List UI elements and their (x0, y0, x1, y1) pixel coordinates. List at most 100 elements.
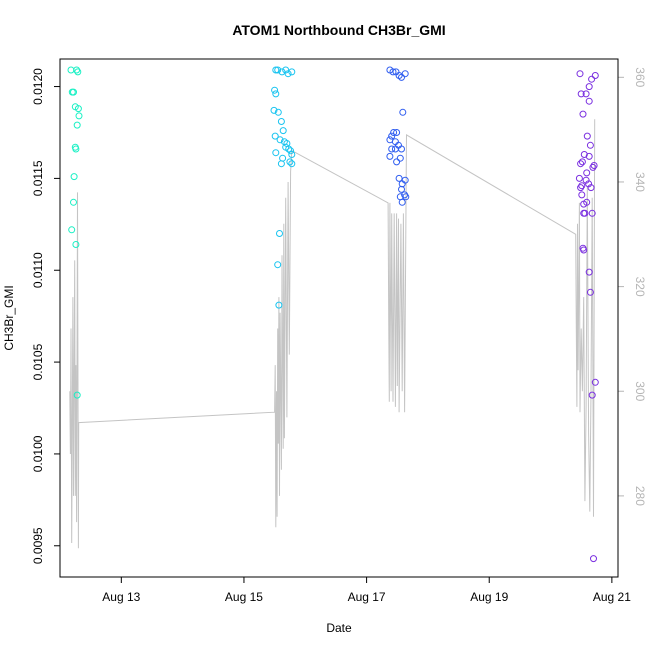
data-point-series-2 (276, 136, 284, 144)
data-point-series-3 (389, 68, 397, 76)
data-point-series-2 (276, 230, 283, 237)
data-point-series-3 (393, 158, 401, 166)
x-axis-label: Date (326, 621, 352, 635)
data-point-series-1 (74, 105, 82, 113)
data-point-series-3 (395, 174, 403, 182)
data-point-series-4 (577, 90, 585, 98)
data-point-series-3 (398, 198, 406, 206)
data-point-series-2 (272, 90, 280, 98)
data-point-series-2 (278, 68, 286, 76)
data-point-series-2 (272, 66, 280, 74)
data-point-series-4 (589, 163, 597, 171)
data-point-series-4 (590, 162, 598, 169)
y-axis-label: CH3Br_GMI (2, 285, 16, 350)
x-tick-label: Aug 17 (348, 590, 386, 604)
data-point-series-4 (576, 70, 584, 78)
data-point-series-4 (581, 209, 589, 217)
data-point-series-3 (393, 129, 401, 136)
y2-tick-label: 360 (633, 67, 647, 87)
y2-tick-label: 320 (633, 277, 647, 297)
data-point-series-4 (578, 158, 586, 166)
x-tick-label: Aug 13 (102, 590, 140, 604)
data-point-series-4 (588, 391, 596, 399)
y2-tick-label: 300 (633, 381, 647, 401)
data-point-series-3 (386, 152, 394, 160)
x-tick-label: Aug 21 (593, 590, 631, 604)
data-point-series-4 (587, 184, 595, 192)
data-point-series-2 (274, 261, 282, 269)
y-tick-label: 0.0095 (31, 527, 45, 564)
data-point-series-4 (590, 555, 597, 563)
data-point-series-3 (399, 108, 407, 116)
data-point-series-4 (585, 180, 593, 188)
data-point-series-4 (588, 75, 596, 83)
x-tick-label: Aug 15 (225, 590, 263, 604)
data-point-series-3 (398, 185, 405, 193)
data-point-series-1 (74, 68, 82, 76)
data-points-layer (67, 66, 599, 563)
plot-frame (59, 58, 619, 578)
data-point-series-1 (73, 391, 81, 399)
data-point-series-2 (286, 158, 294, 166)
data-point-series-2 (270, 106, 278, 114)
data-point-series-1 (72, 241, 80, 248)
data-point-series-2 (277, 160, 285, 168)
data-point-series-3 (396, 154, 404, 162)
data-point-series-4 (586, 141, 594, 149)
data-point-series-2 (279, 127, 287, 135)
data-point-series-1 (70, 173, 78, 181)
data-point-series-3 (398, 73, 405, 81)
data-point-series-2 (271, 86, 279, 94)
data-point-series-1 (70, 198, 77, 206)
data-point-series-2 (285, 145, 293, 153)
data-point-series-4 (585, 83, 593, 91)
data-point-series-2 (282, 66, 290, 74)
data-point-series-4 (588, 209, 596, 217)
data-point-series-2 (274, 66, 282, 74)
y-tick-label: 0.0115 (31, 160, 45, 196)
data-point-series-4 (585, 268, 593, 276)
data-point-series-4 (583, 169, 591, 177)
y-tick-label: 0.0105 (31, 343, 45, 380)
data-point-series-3 (390, 129, 398, 136)
data-point-series-4 (582, 90, 590, 98)
data-point-series-4 (583, 198, 591, 206)
x-tick-label: Aug 19 (470, 590, 508, 604)
data-point-series-1 (70, 88, 77, 96)
data-point-series-4 (579, 110, 587, 118)
y-tick-label: 0.0100 (31, 435, 45, 472)
data-point-series-2 (275, 301, 283, 309)
data-point-series-3 (388, 132, 396, 140)
data-point-series-2 (288, 151, 296, 158)
data-point-series-3 (402, 193, 410, 201)
y2-tick-label: 340 (633, 172, 647, 192)
data-point-series-2 (288, 160, 296, 168)
data-point-series-4 (585, 97, 593, 105)
data-point-series-2 (284, 70, 292, 78)
data-point-series-1 (73, 66, 81, 74)
data-point-series-4 (585, 152, 593, 160)
altitude-line-layer (69, 119, 596, 549)
y2-tick-label: 280 (633, 486, 647, 506)
data-point-series-3 (388, 145, 396, 153)
data-point-series-3 (401, 191, 409, 199)
data-point-series-4 (577, 184, 585, 192)
data-point-series-4 (586, 288, 594, 296)
data-point-series-4 (583, 132, 591, 140)
y-tick-label: 0.0120 (31, 68, 45, 105)
data-point-series-2 (272, 149, 280, 157)
data-point-series-2 (277, 118, 285, 125)
data-point-series-2 (271, 132, 279, 140)
data-point-series-3 (401, 70, 409, 78)
data-point-series-3 (398, 145, 405, 153)
altitude-line (69, 119, 596, 549)
data-point-series-4 (580, 246, 588, 254)
data-point-series-1 (72, 145, 80, 153)
data-point-series-4 (591, 72, 599, 79)
y-tick-label: 0.0110 (31, 252, 45, 288)
data-point-series-4 (577, 160, 585, 168)
data-point-series-2 (274, 108, 282, 116)
